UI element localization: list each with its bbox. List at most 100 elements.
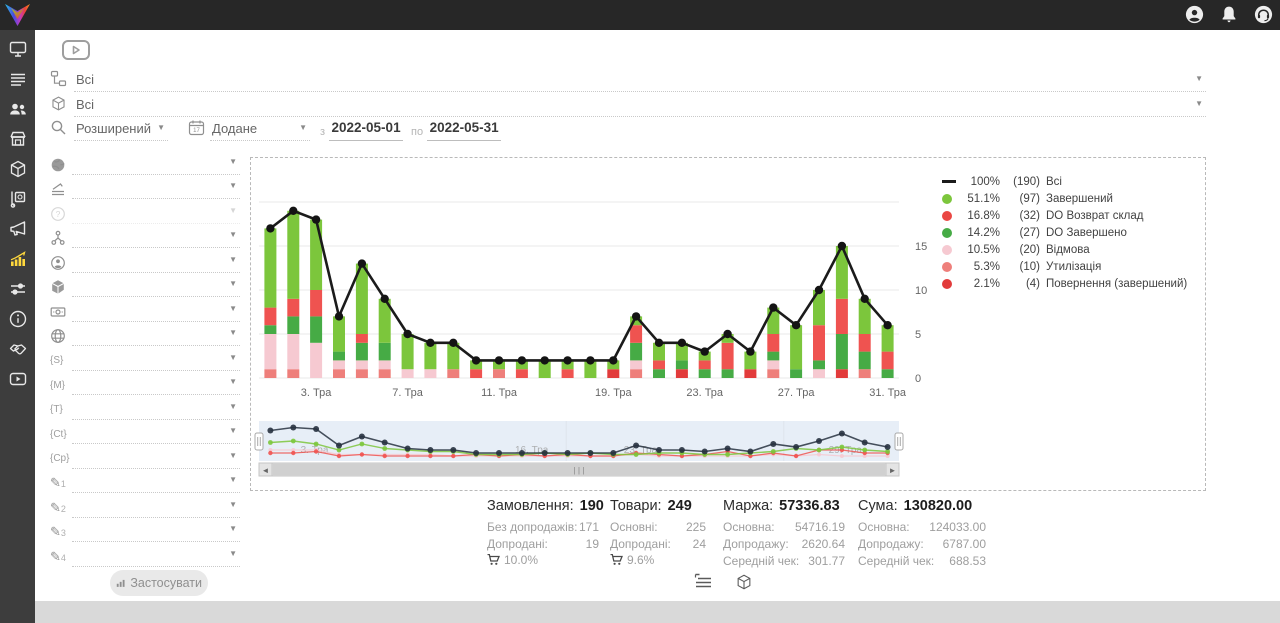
side-filter-select-5[interactable]: ▼ — [72, 251, 240, 273]
side-filter-select-9[interactable]: ▼ — [72, 349, 240, 371]
chevron-down-icon: ▼ — [229, 426, 237, 435]
sidebar-item-analytics-chart[interactable] — [1, 244, 35, 274]
stat-value: 57336.83 — [779, 498, 840, 514]
side-filter-select-2[interactable]: ▼ — [72, 177, 240, 199]
navigator-handle[interactable] — [254, 432, 264, 451]
apply-button[interactable]: Застосувати — [110, 570, 208, 596]
user-icon[interactable] — [1185, 5, 1204, 24]
svg-text:7. Тра: 7. Тра — [392, 387, 423, 399]
sidebar-item-sliders[interactable] — [1, 274, 35, 304]
sidebar-item-video-tutorials[interactable] — [1, 364, 35, 394]
date-to-input[interactable]: 2022-05-31 — [427, 120, 502, 141]
legend-label: Повернення (завершений) — [1046, 277, 1188, 290]
sidebar-item-customers[interactable] — [1, 94, 35, 124]
sidebar-item-monitor[interactable] — [1, 34, 35, 64]
side-filter-select-4[interactable]: ▼ — [72, 226, 240, 248]
legend-percent: 10.5% — [967, 243, 1000, 256]
date-to-label: по — [411, 126, 424, 138]
side-filter-panel: ▼ ▼ ? ▼ ▼ ▼ ▼ ▼ — [50, 150, 240, 567]
sidebar-item-package[interactable] — [1, 154, 35, 184]
side-filter-row-5: ▼ — [50, 248, 240, 273]
sidebar-item-partners-handshake[interactable] — [1, 334, 35, 364]
side-filter-row-3: ? ▼ — [50, 199, 240, 224]
stat-upsell-rate: 10.0% — [487, 553, 599, 567]
box-view-icon[interactable] — [735, 573, 753, 596]
legend-item-4[interactable]: 14.2% (27) DO Завершено — [942, 224, 1200, 241]
chevron-down-icon: ▼ — [229, 377, 237, 386]
side-filter-select-8[interactable]: ▼ — [72, 324, 240, 346]
chevron-down-icon: ▼ — [229, 450, 237, 460]
sidebar-item-store[interactable] — [1, 124, 35, 154]
side-filter-select-11[interactable]: ▼ — [72, 398, 240, 420]
banknote-icon — [50, 304, 66, 320]
legend-item-6[interactable]: 5.3% (10) Утилізація — [942, 258, 1200, 275]
product-box-icon — [50, 95, 74, 117]
stat-subrow: Без допродажів: 171 — [487, 520, 599, 534]
apply-button-label: Застосувати — [130, 576, 202, 590]
svg-text:15: 15 — [915, 241, 927, 253]
legend-item-2[interactable]: 51.1% (97) Завершений — [942, 190, 1200, 207]
side-filter-select-14[interactable]: ▼ — [72, 471, 240, 493]
legend-item-7[interactable]: 2.1% (4) Повернення (завершений) — [942, 275, 1200, 292]
legend-percent: 51.1% — [967, 192, 1000, 205]
sidebar-item-orders-list[interactable] — [1, 64, 35, 94]
date-from-input[interactable]: 2022-05-01 — [329, 120, 404, 141]
search-icon — [50, 119, 74, 141]
bell-icon[interactable] — [1220, 5, 1238, 24]
side-filter-select-1[interactable]: ▼ — [72, 153, 240, 175]
brand-logo[interactable] — [4, 2, 31, 28]
tutorial-play-button[interactable] — [62, 40, 90, 60]
chart-navigator[interactable]: 3. Тра 16. Тра 23. Тра 29. Тра ◄ ► | | | — [254, 421, 904, 477]
stat-column-2: Товари: 249 Основні: 225 Допродані: 24 9.6% — [610, 498, 706, 567]
globe-earth-icon — [50, 157, 66, 173]
chevron-down-icon: ▼ — [229, 401, 237, 411]
headset-icon[interactable] — [1254, 5, 1273, 24]
svg-text:◄: ◄ — [262, 466, 270, 475]
legend-label: Утилізація — [1046, 260, 1102, 273]
side-filter-select-17[interactable]: ▼ — [72, 545, 240, 567]
stat-subrow: Основна: 124033.00 — [858, 520, 986, 534]
apply-chart-icon — [116, 579, 125, 587]
category-select[interactable]: Всі ▼ — [74, 70, 1206, 92]
sidebar-item-info[interactable] — [1, 304, 35, 334]
side-filter-select-10[interactable]: ▼ — [72, 373, 240, 395]
product-select[interactable]: Всі ▼ — [74, 95, 1206, 117]
chevron-down-icon: ▼ — [229, 279, 237, 288]
date-field-select[interactable]: Додане ▼ — [210, 119, 310, 141]
orders-chart[interactable]: 0 5 10 15 3. Тра 7. Тра 11. Тра 19. Тра 23. Тра 2… — [251, 158, 1205, 490]
side-filter-select-7[interactable]: ▼ — [72, 300, 240, 322]
legend-dot-marker — [942, 227, 952, 238]
side-filter-row-9: {S} ▼ — [50, 346, 240, 371]
chevron-down-icon: ▼ — [229, 230, 237, 239]
chart-scrollbar[interactable]: ◄ ► | | | — [258, 462, 900, 477]
filter-row-search-date: Розширений ▼ 17 Додане ▼ з 2022-05-01 по… — [50, 119, 1206, 141]
footer-strip — [35, 601, 1280, 623]
legend-item-5[interactable]: 10.5% (20) Відмова — [942, 241, 1200, 258]
side-filter-row-11: {T} ▼ — [50, 395, 240, 420]
legend-percent: 16.8% — [967, 209, 1000, 222]
date-from-label: з — [320, 126, 326, 138]
sidebar-item-supply-cart[interactable] — [1, 184, 35, 214]
pencil-icon: ✎2 — [50, 499, 66, 515]
pencil-icon: ✎4 — [50, 548, 66, 564]
legend-label: Відмова — [1046, 243, 1090, 256]
side-filter-select-15[interactable]: ▼ — [72, 496, 240, 518]
navigator-handle[interactable] — [894, 432, 904, 451]
svg-text:31. Тра: 31. Тра — [869, 387, 907, 399]
side-filter-select-13[interactable]: ▼ — [72, 447, 240, 469]
svg-text:11. Тра: 11. Тра — [481, 387, 518, 399]
legend-item-1[interactable]: 100% (190) Всі — [942, 173, 1200, 190]
svg-text:5: 5 — [915, 329, 921, 341]
legend-percent: 2.1% — [973, 277, 1000, 290]
legend-item-3[interactable]: 16.8% (32) DO Возврат склад — [942, 207, 1200, 224]
search-mode-value: Розширений — [76, 121, 151, 136]
side-filter-select-12[interactable]: ▼ — [72, 422, 240, 444]
stat-subrow: Допродані: 19 — [487, 537, 599, 551]
filter-row-product: Всі ▼ — [50, 95, 1206, 117]
sidebar-item-megaphone[interactable] — [1, 214, 35, 244]
side-filter-select-6[interactable]: ▼ — [72, 275, 240, 297]
list-view-icon[interactable] — [694, 573, 713, 596]
side-filter-select-3[interactable]: ▼ — [72, 202, 240, 224]
search-mode-select[interactable]: Розширений ▼ — [74, 119, 168, 141]
side-filter-select-16[interactable]: ▼ — [72, 520, 240, 542]
